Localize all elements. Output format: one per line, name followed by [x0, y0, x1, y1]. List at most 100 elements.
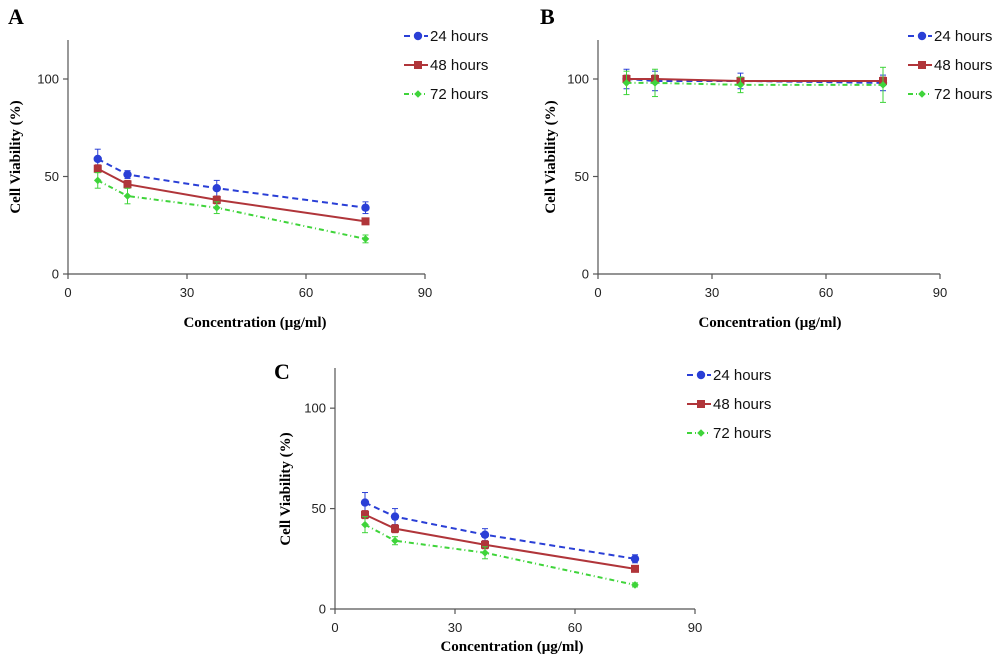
data-point	[212, 184, 221, 193]
x-tick-label: 30	[180, 285, 194, 300]
x-tick-label: 90	[418, 285, 432, 300]
x-axis-title: Concentration (μg/ml)	[440, 639, 583, 655]
legend-marker	[414, 90, 422, 98]
data-point	[360, 498, 370, 507]
legend-item: 24 hours	[404, 28, 488, 45]
legend-marker	[696, 370, 706, 380]
data-point	[481, 548, 489, 557]
y-tick-label: 100	[567, 72, 589, 87]
legend-item: 72 hours	[687, 425, 771, 442]
data-point	[93, 176, 102, 185]
legend-marker	[697, 429, 705, 437]
legend-marker	[917, 31, 927, 41]
data-point	[480, 530, 490, 539]
data-point	[361, 510, 369, 519]
y-tick-label: 100	[304, 401, 326, 416]
panel-b: B 0 50 100 0 30 60 90 Concentration (μg/ml) Cell …	[540, 4, 992, 331]
data-point	[631, 581, 639, 589]
data-point	[212, 195, 221, 204]
y-tick-label: 50	[312, 501, 326, 516]
x-tick-label: 60	[819, 285, 833, 300]
legend-marker	[918, 61, 926, 69]
data-point	[123, 192, 132, 200]
legend-item: 24 hours	[687, 367, 771, 384]
series-line	[626, 81, 883, 86]
data-point	[736, 81, 745, 89]
x-tick-label: 30	[448, 620, 462, 635]
legend-label: 48 hours	[713, 396, 771, 413]
legend-label: 24 hours	[430, 28, 488, 45]
data-point	[630, 554, 640, 563]
legend-item: 24 hours	[908, 28, 992, 45]
y-axis-title: Cell Viability (%)	[543, 100, 559, 213]
x-tick-label: 60	[299, 285, 313, 300]
x-axis-title: Concentration (μg/ml)	[183, 315, 326, 331]
x-tick-label: 0	[331, 620, 338, 635]
legend-item: 48 hours	[404, 57, 488, 74]
data-point	[481, 540, 489, 549]
data-point	[361, 203, 370, 212]
y-tick-label: 0	[52, 267, 59, 282]
data-point	[361, 235, 370, 243]
data-point	[123, 170, 132, 179]
series-72-hours	[622, 66, 887, 103]
y-tick-label: 0	[582, 267, 589, 282]
x-tick-label: 90	[688, 620, 702, 635]
series-72-hours	[361, 516, 639, 589]
data-point	[361, 520, 369, 529]
series-line	[626, 78, 883, 82]
data-point	[391, 536, 399, 545]
legend-label: 24 hours	[713, 367, 771, 384]
legend-label: 72 hours	[934, 86, 992, 103]
legend-label: 72 hours	[430, 86, 488, 103]
legend-item: 72 hours	[908, 86, 992, 103]
series-line	[97, 158, 366, 209]
legend-label: 48 hours	[430, 57, 488, 74]
panel-letter: A	[8, 4, 24, 29]
x-tick-label: 60	[568, 620, 582, 635]
series-24-hours	[93, 148, 370, 215]
legend-item: 48 hours	[908, 57, 992, 74]
data-point	[622, 79, 631, 87]
series-line	[97, 179, 366, 240]
series-48-hours	[622, 74, 887, 86]
legend-marker	[697, 400, 705, 408]
y-tick-label: 100	[37, 72, 59, 87]
panel-letter: B	[540, 4, 555, 29]
legend-item: 48 hours	[687, 396, 771, 413]
series-48-hours	[361, 510, 639, 573]
legend-marker	[413, 31, 423, 41]
x-tick-label: 0	[594, 285, 601, 300]
data-point	[93, 154, 102, 164]
data-point	[390, 512, 400, 521]
data-point	[631, 564, 639, 573]
data-point	[391, 524, 399, 533]
legend-item: 72 hours	[404, 86, 488, 103]
data-point	[651, 79, 659, 87]
legend-label: 24 hours	[934, 28, 992, 45]
y-tick-label: 0	[319, 602, 326, 617]
data-point	[93, 164, 102, 173]
x-axis-title: Concentration (μg/ml)	[698, 315, 841, 331]
panel-c: C 0 50 100 0 30 60 90 Concentration (μg/ml) Cell …	[274, 359, 771, 655]
series-24-hours	[360, 492, 640, 564]
x-tick-label: 0	[64, 285, 71, 300]
series-line	[97, 167, 366, 223]
legend-marker	[918, 90, 926, 98]
y-tick-label: 50	[45, 169, 59, 184]
series-48-hours	[93, 164, 370, 226]
y-tick-label: 50	[575, 169, 589, 184]
data-point	[879, 81, 887, 89]
panel-letter: C	[274, 359, 290, 384]
series-line	[364, 513, 636, 570]
data-point	[123, 180, 132, 189]
series-72-hours	[93, 172, 370, 244]
legend-label: 48 hours	[934, 57, 992, 74]
series-line	[364, 501, 636, 560]
y-axis-title: Cell Viability (%)	[278, 432, 294, 545]
series-line	[364, 523, 636, 586]
y-axis-title: Cell Viability (%)	[8, 100, 24, 213]
data-point	[361, 217, 370, 226]
panel-a: A 0 50 100 0 30 60 90 Concentration (μg/ml) Cell …	[8, 4, 488, 331]
